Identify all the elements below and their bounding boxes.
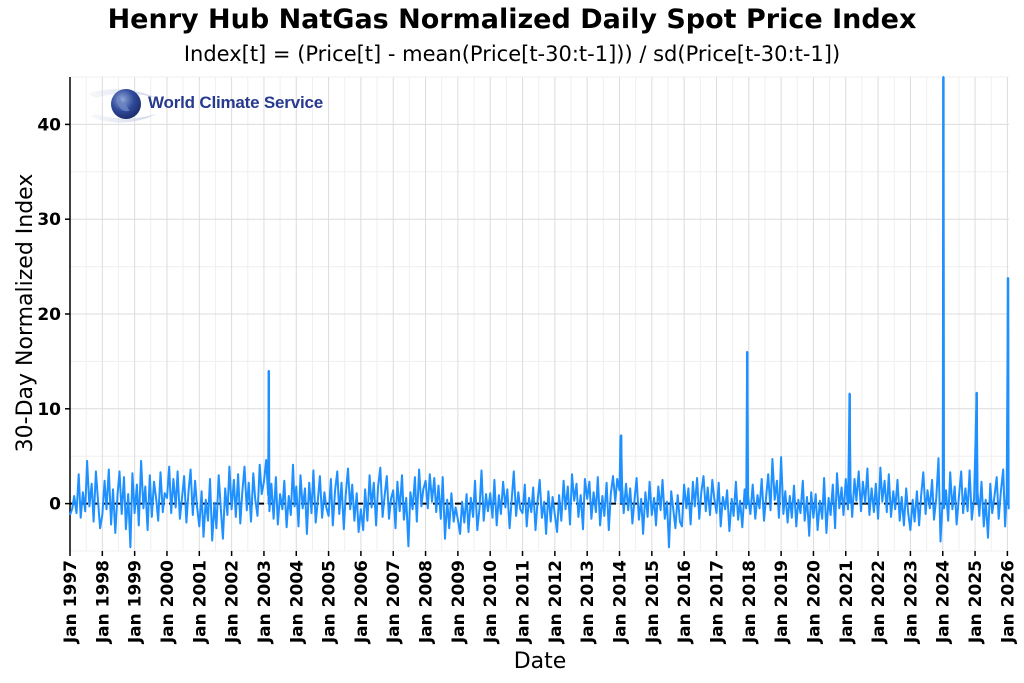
y-tick-label: 30	[37, 210, 61, 230]
chart-subtitle: Index[t] = (Price[t] - mean(Price[t-30:t…	[183, 42, 841, 66]
x-tick-label: Jan 2001	[190, 560, 210, 644]
x-tick-label: Jan 1997	[61, 560, 81, 644]
y-axis-ticks: 0 10 20 30 40	[37, 115, 70, 515]
x-tick-label: Jan 2022	[869, 560, 889, 644]
spike-marks	[267, 77, 1010, 504]
y-tick-label: 10	[37, 400, 61, 420]
x-tick-label: Jan 2004	[287, 560, 307, 644]
x-tick-label: Jan 2006	[352, 560, 372, 644]
x-tick-label: Jan 2014	[611, 560, 631, 644]
x-tick-label: Jan 2005	[320, 560, 340, 644]
x-tick-label: Jan 2025	[966, 560, 986, 644]
x-tick-label: Jan 2003	[255, 560, 275, 644]
x-tick-label: Jan 2015	[643, 560, 663, 644]
y-axis-label: 30-Day Normalized Index	[13, 174, 38, 453]
x-tick-label: Jan 2023	[901, 560, 921, 644]
series-line	[69, 76, 1010, 549]
chart-title: Henry Hub NatGas Normalized Daily Spot P…	[107, 4, 917, 35]
logo: World Climate Service	[86, 86, 346, 126]
x-tick-label: Jan 2019	[772, 560, 792, 644]
x-axis-label: Date	[514, 649, 567, 674]
x-tick-label: Jan 2018	[740, 560, 760, 644]
x-tick-label: Jan 2010	[481, 560, 501, 644]
x-tick-label: Jan 2017	[707, 560, 727, 644]
x-axis-ticks: Jan 1997 Jan 1998 Jan 1999 Jan 2000 Jan 2001…	[61, 551, 1018, 644]
y-tick-label: 20	[37, 305, 61, 325]
globe-logo-icon	[88, 89, 156, 123]
x-tick-label: Jan 2011	[514, 560, 534, 644]
x-tick-label: Jan 2007	[384, 560, 404, 644]
x-tick-label: Jan 2009	[449, 560, 469, 644]
logo-text: World Climate Service	[148, 93, 323, 112]
x-tick-label: Jan 2016	[675, 560, 695, 644]
x-tick-label: Jan 2024	[934, 560, 954, 644]
x-tick-label: Jan 2021	[837, 560, 857, 644]
x-tick-label: Jan 2000	[158, 560, 178, 644]
x-tick-label: Jan 2008	[417, 560, 437, 644]
y-tick-label: 40	[37, 115, 61, 135]
y-tick-label: 0	[49, 495, 61, 515]
x-tick-label: Jan 2013	[578, 560, 598, 644]
x-tick-label: Jan 2002	[223, 560, 243, 644]
x-tick-label: Jan 1999	[126, 560, 146, 644]
x-tick-label: Jan 2026	[998, 560, 1018, 644]
x-tick-label: Jan 1998	[93, 560, 113, 644]
x-tick-label: Jan 2012	[546, 560, 566, 644]
x-tick-label: Jan 2020	[804, 560, 824, 644]
